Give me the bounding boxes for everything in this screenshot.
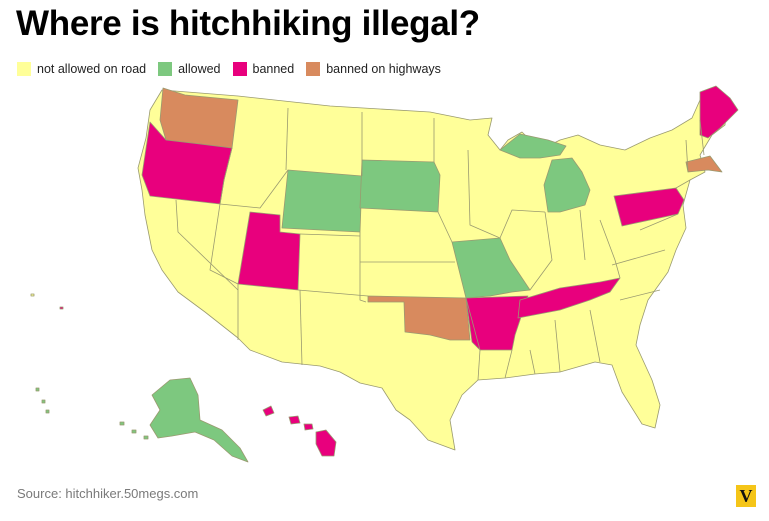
small-island (30, 293, 35, 297)
legend-label-not-allowed: not allowed on road (37, 62, 147, 76)
legend-swatch-banned-highways (306, 62, 321, 76)
legend-swatch-not-allowed (17, 62, 31, 76)
state-michigan-upper (499, 133, 567, 159)
state-borders (175, 107, 705, 381)
legend-item-not-allowed: not allowed on road (17, 62, 146, 76)
state-south-dakota (359, 159, 441, 213)
source-note: Source: hitchhiker.50megs.com (17, 486, 199, 501)
state-maine (699, 85, 739, 139)
state-hawaii (59, 306, 337, 457)
legend-label-allowed: allowed (178, 62, 221, 76)
map-title: Where is hitchhiking illegal? (16, 4, 480, 43)
legend-label-banned-highways: banned on highways (326, 62, 441, 76)
legend-label-banned: banned (252, 62, 295, 76)
state-tennessee (517, 277, 621, 319)
legend: not allowed on road allowed banned banne… (17, 62, 453, 76)
state-oklahoma (367, 295, 471, 341)
legend-swatch-banned (232, 62, 247, 76)
us-map (30, 85, 739, 463)
legend-item-banned-highways: banned on highways (306, 62, 441, 76)
legend-item-banned: banned (232, 62, 295, 76)
state-michigan-lower (543, 157, 591, 213)
state-alaska (149, 377, 249, 463)
state-pennsylvania (613, 187, 685, 227)
legend-item-allowed: allowed (158, 62, 221, 76)
alaska-islands (35, 387, 149, 440)
state-wyoming (281, 169, 363, 233)
vox-logo-icon: V (736, 485, 756, 507)
legend-swatch-allowed (158, 62, 173, 76)
